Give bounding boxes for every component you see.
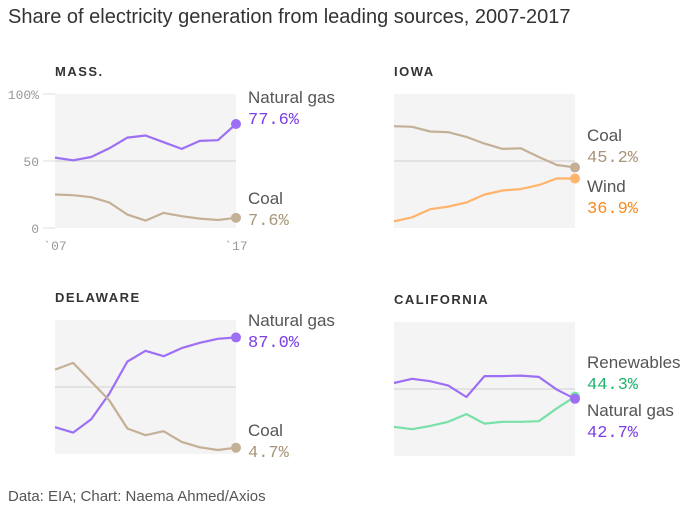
series-end-point — [570, 173, 580, 184]
series-name-label: Natural gas — [587, 401, 674, 420]
series-value-label: 77.6% — [248, 111, 300, 130]
series-end-point — [231, 442, 241, 453]
series-name-label: Natural gas — [248, 88, 335, 107]
series-value-label: 36.9% — [587, 200, 639, 219]
panel-mass: MASS. 100% 50 0 `07 `17 Natural gas 77.6% Coal 7.… — [8, 64, 335, 254]
panel-title: MASS. — [55, 64, 104, 79]
series-line-natural-gas — [54, 336, 237, 434]
series-end-point — [231, 332, 241, 343]
series-value-label: 7.6% — [248, 212, 290, 231]
series-name-label: Coal — [248, 421, 283, 440]
series-name-label: Coal — [248, 189, 283, 208]
series-end-point — [570, 162, 580, 173]
series-name-label: Renewables — [587, 353, 681, 372]
panel-delaware: DELAWARE Natural gas 87.0% Coal 4.7% — [54, 290, 335, 463]
series-value-label: 87.0% — [248, 334, 300, 353]
panel-title: IOWA — [394, 64, 435, 79]
series-name-label: Coal — [587, 126, 622, 145]
y-tick-label: 0 — [31, 222, 39, 237]
series-line-natural-gas — [393, 374, 576, 400]
panel-title: DELAWARE — [55, 290, 141, 305]
series-line-renewables — [393, 395, 576, 431]
panel-iowa: IOWA Coal 45.2% Wind 36.9% — [393, 64, 639, 228]
series-value-label: 44.3% — [587, 376, 639, 395]
series-line-wind — [393, 177, 576, 223]
series-name-label: Wind — [587, 177, 626, 196]
y-tick-label: 50 — [23, 155, 39, 170]
chart-title: Share of electricity generation from lea… — [8, 6, 571, 28]
series-line-natural-gas — [54, 123, 237, 162]
series-end-point — [231, 119, 241, 130]
series-end-point — [231, 212, 241, 223]
panel-title: CALIFORNIA — [394, 292, 489, 307]
y-tick-label: 100% — [8, 88, 39, 103]
x-tick-label: `17 — [224, 239, 247, 254]
series-name-label: Natural gas — [248, 311, 335, 330]
series-line-coal — [54, 193, 237, 222]
series-line-coal — [393, 125, 576, 169]
series-end-point — [570, 393, 580, 404]
x-tick-label: `07 — [43, 239, 66, 254]
series-line-coal — [54, 361, 237, 452]
panel-california: CALIFORNIA Renewables 44.3% Natural gas 42.7… — [393, 292, 681, 456]
series-value-label: 42.7% — [587, 424, 639, 443]
source-note: Data: EIA; Chart: Naema Ahmed/Axios — [8, 488, 266, 505]
series-value-label: 4.7% — [248, 444, 290, 463]
series-value-label: 45.2% — [587, 149, 639, 168]
